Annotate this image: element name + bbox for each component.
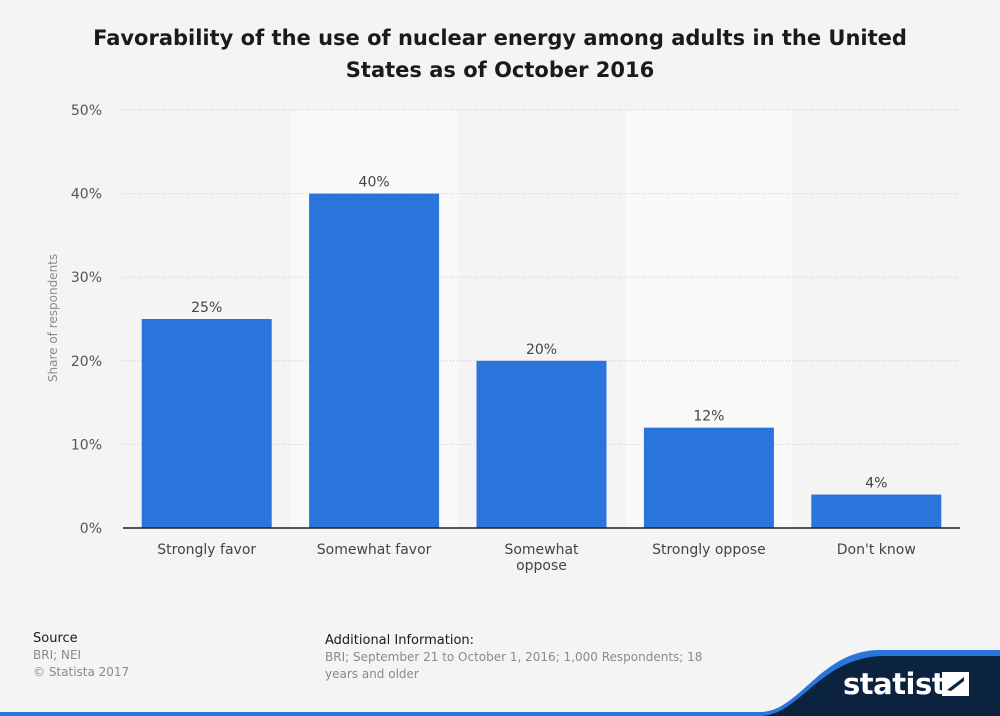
data-label: 40% — [359, 175, 390, 191]
source-block: Source BRI; NEI © Statista 2017 — [33, 630, 129, 681]
source-text: BRI; NEI — [33, 648, 82, 662]
y-axis-label: Share of respondents — [46, 254, 60, 382]
bar — [309, 193, 440, 528]
source-heading: Source — [33, 631, 78, 646]
data-label: 12% — [693, 409, 724, 425]
additional-info-block: Additional Information: BRI; September 2… — [325, 632, 725, 683]
bar — [811, 494, 942, 528]
additional-info-heading: Additional Information: — [325, 633, 475, 648]
bar-chart: 0% 10% 20% 30% 40% 50% Share of respondents 25%… — [46, 103, 960, 574]
x-tick-label: Somewhat — [504, 542, 579, 558]
y-tick-label: 40% — [71, 187, 102, 203]
additional-info-text: BRI; September 21 to October 1, 2016; 1,… — [325, 650, 703, 681]
x-tick-label: Strongly favor — [157, 542, 256, 558]
statista-mark-icon — [942, 672, 969, 696]
data-label: 25% — [191, 300, 222, 316]
y-tick-label: 20% — [71, 354, 102, 370]
bar — [476, 360, 607, 528]
y-tick-label: 10% — [71, 437, 102, 453]
x-tick-label: Somewhat favor — [317, 542, 432, 558]
y-tick-label: 30% — [71, 270, 102, 286]
bar — [141, 319, 272, 528]
data-label: 20% — [526, 342, 557, 358]
brand-wave-dark — [760, 656, 1000, 716]
chart-title: Favorability of the use of nuclear energ… — [93, 26, 907, 82]
x-tick-label: Strongly oppose — [652, 542, 766, 558]
x-tick-label: oppose — [516, 558, 567, 574]
y-tick-label: 0% — [80, 521, 102, 537]
x-tick-label: Don't know — [837, 542, 916, 558]
data-label: 4% — [865, 476, 887, 492]
bar — [643, 427, 774, 528]
copyright-text: © Statista 2017 — [33, 665, 130, 679]
y-tick-label: 50% — [71, 103, 102, 119]
